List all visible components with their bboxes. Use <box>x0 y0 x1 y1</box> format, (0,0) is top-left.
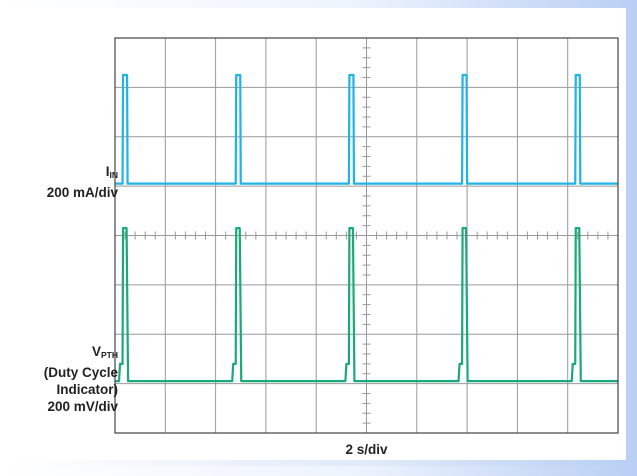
plot-frame <box>114 37 619 434</box>
vpth-label-line2: (Duty Cycle <box>43 365 118 380</box>
oscilloscope-chart <box>114 37 619 434</box>
iin-label-sub: IN <box>109 170 119 180</box>
vpth-label-line3: Indicator) <box>56 382 118 397</box>
iin-label: IIN 200 mA/div <box>47 163 118 201</box>
iin-scale: 200 mA/div <box>46 185 118 200</box>
vpth-label-sub: PTH <box>101 350 118 360</box>
trace-vpth <box>115 226 618 383</box>
iin-label-main: I <box>105 164 110 179</box>
vpth-label: VPTH (Duty Cycle Indicator) 200 mV/div <box>44 343 118 415</box>
vpth-label-main: V <box>91 344 101 359</box>
chart-panel: IIN 200 mA/div VPTH (Duty Cycle Indicato… <box>10 8 626 466</box>
x-axis-label: 2 s/div <box>345 442 388 457</box>
vpth-scale: 200 mV/div <box>47 399 118 414</box>
trace-iin <box>115 73 618 185</box>
grid-lines <box>115 38 618 433</box>
traces <box>115 73 618 383</box>
center-axis-ticks <box>124 47 609 424</box>
